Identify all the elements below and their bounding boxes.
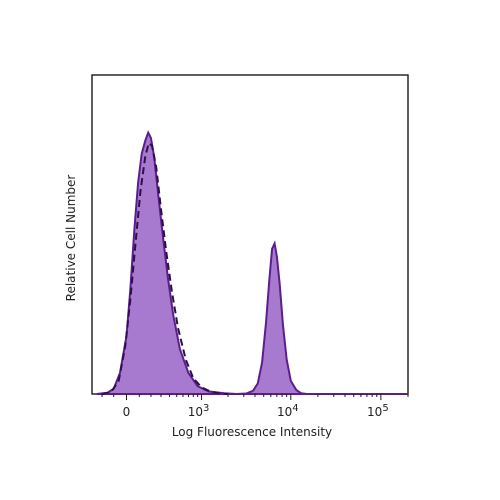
control-histogram-dashed xyxy=(101,141,229,395)
x-tick-label: 103 xyxy=(188,403,210,419)
x-tick-label: 104 xyxy=(277,403,299,419)
y-axis-label: Relative Cell Number xyxy=(64,175,78,302)
x-axis-ticks: 0 103 104 105 xyxy=(101,394,409,419)
x-tick-label: 105 xyxy=(367,403,389,419)
x-axis-label: Log Fluorescence Intensity xyxy=(172,425,332,439)
x-tick-label: 0 xyxy=(123,405,131,419)
